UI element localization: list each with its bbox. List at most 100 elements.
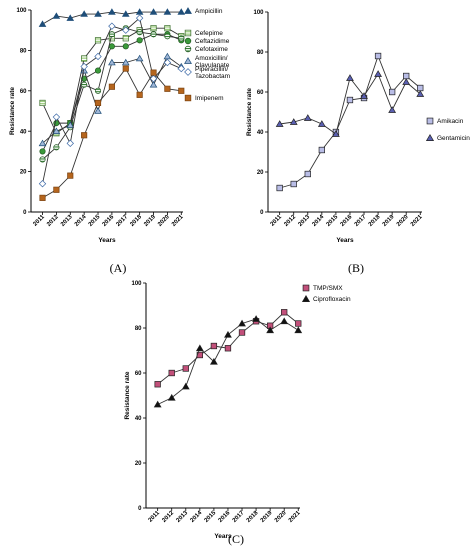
x-tick-label: 2017 bbox=[232, 510, 246, 524]
series-line bbox=[42, 33, 182, 152]
legend-item: Ciprofloxacin bbox=[301, 295, 351, 303]
series-line bbox=[42, 17, 182, 184]
x-tick-label: 2020 bbox=[274, 510, 288, 524]
data-point bbox=[108, 83, 115, 90]
data-point bbox=[374, 52, 382, 60]
x-axis-label: Years bbox=[336, 237, 354, 244]
legend-label-line: Clavulanate bbox=[195, 62, 230, 69]
legend-label: Amikacin bbox=[437, 118, 464, 125]
legend-item: Amoxicillin/Clavulanate bbox=[184, 55, 230, 69]
y-tick-label: 100 bbox=[253, 10, 264, 16]
data-point bbox=[181, 382, 190, 390]
x-tick-label: 2018 bbox=[246, 510, 260, 524]
legend-label: Cefotaxime bbox=[195, 46, 228, 53]
series-amikacin bbox=[276, 52, 424, 192]
data-point bbox=[209, 357, 218, 365]
x-tick-label: 2021 bbox=[171, 214, 185, 228]
data-point bbox=[108, 22, 116, 30]
y-tick-label: 20 bbox=[257, 170, 264, 176]
legend-marker bbox=[184, 45, 192, 53]
data-point bbox=[403, 72, 410, 80]
panel-label-c: (C) bbox=[228, 532, 244, 546]
x-tick-label: 2015 bbox=[204, 510, 218, 524]
x-tick-label: 2015 bbox=[88, 214, 102, 228]
y-axis-label: Resistance rate bbox=[246, 88, 253, 136]
x-tick-label: 2011 bbox=[148, 510, 162, 524]
data-point bbox=[163, 52, 172, 60]
data-point bbox=[81, 81, 88, 88]
x-tick-label: 2012 bbox=[161, 510, 175, 524]
legend-marker bbox=[184, 68, 192, 76]
y-tick-label: 40 bbox=[257, 130, 264, 136]
x-tick-label: 2015 bbox=[326, 214, 340, 228]
legend-label: Ceftazidime bbox=[195, 38, 230, 45]
series-ampicillin bbox=[38, 8, 186, 27]
data-point bbox=[66, 139, 74, 148]
data-point bbox=[164, 25, 171, 32]
data-point bbox=[52, 12, 61, 19]
x-tick-label: 2011 bbox=[270, 214, 284, 228]
data-point bbox=[150, 25, 157, 32]
x-tick-label: 2013 bbox=[60, 214, 74, 228]
legend-label-line: Tazobactam bbox=[195, 73, 230, 80]
data-point bbox=[295, 320, 302, 327]
y-axis-label: Resistance rate bbox=[124, 371, 131, 419]
x-tick-label: 2017 bbox=[115, 214, 129, 228]
data-point bbox=[360, 92, 368, 99]
data-point bbox=[281, 309, 288, 316]
data-point bbox=[108, 58, 116, 66]
data-point bbox=[135, 54, 144, 62]
data-point bbox=[80, 66, 88, 74]
legend-marker bbox=[184, 57, 192, 64]
data-point bbox=[136, 29, 143, 36]
data-point bbox=[318, 146, 325, 154]
data-point bbox=[238, 329, 246, 336]
series-ceftazidime bbox=[39, 31, 185, 155]
data-point bbox=[303, 114, 312, 121]
series-line bbox=[279, 73, 421, 135]
legend-label-line: Piperacillin/ bbox=[195, 66, 228, 73]
legend-item: Ampicillin bbox=[184, 7, 223, 15]
series-gentamicin bbox=[275, 70, 425, 137]
data-point bbox=[178, 35, 185, 42]
legend-label: TMP/SMX bbox=[313, 285, 343, 292]
data-point bbox=[94, 52, 102, 61]
chart-panel-c: 0 20 40 60 80 100 2011 2012 2013 2014 2015 2016 2017… bbox=[124, 281, 351, 540]
data-point bbox=[164, 85, 171, 92]
y-tick-label: 80 bbox=[257, 50, 264, 56]
legend-marker bbox=[426, 117, 434, 125]
legend-item: Ceftazidime bbox=[184, 37, 230, 45]
data-point bbox=[290, 180, 297, 188]
data-point bbox=[94, 67, 102, 74]
x-tick-label: 2018 bbox=[129, 214, 143, 228]
series-tmp-smx bbox=[154, 309, 302, 388]
data-point bbox=[167, 393, 176, 401]
data-point bbox=[154, 381, 161, 388]
legend-label: Ciprofloxacin bbox=[313, 296, 351, 303]
data-point bbox=[39, 99, 46, 106]
data-point bbox=[252, 315, 260, 322]
panel-label-b: (B) bbox=[348, 261, 364, 275]
data-point bbox=[280, 317, 289, 325]
legend-label: Gentamicin bbox=[437, 135, 470, 142]
x-tick-label: 2014 bbox=[312, 214, 326, 228]
series-imipenem bbox=[39, 65, 185, 201]
data-point bbox=[108, 43, 115, 50]
data-point bbox=[294, 326, 303, 334]
x-tick-label: 2017 bbox=[354, 214, 368, 228]
series-ciprofloxacin bbox=[153, 315, 303, 408]
legend-item: Cefotaxime bbox=[184, 45, 228, 53]
x-tick-label: 2016 bbox=[102, 214, 116, 228]
data-point bbox=[224, 330, 232, 338]
series-cefepime bbox=[39, 25, 185, 137]
data-point bbox=[168, 369, 175, 377]
y-tick-label: 0 bbox=[138, 506, 142, 512]
y-tick-label: 100 bbox=[16, 8, 27, 14]
data-point bbox=[52, 127, 61, 134]
y-tick-label: 80 bbox=[135, 326, 142, 332]
data-point bbox=[38, 139, 47, 147]
data-point bbox=[150, 69, 157, 76]
data-point bbox=[388, 88, 396, 96]
legend-item: Cefepime bbox=[184, 29, 223, 37]
